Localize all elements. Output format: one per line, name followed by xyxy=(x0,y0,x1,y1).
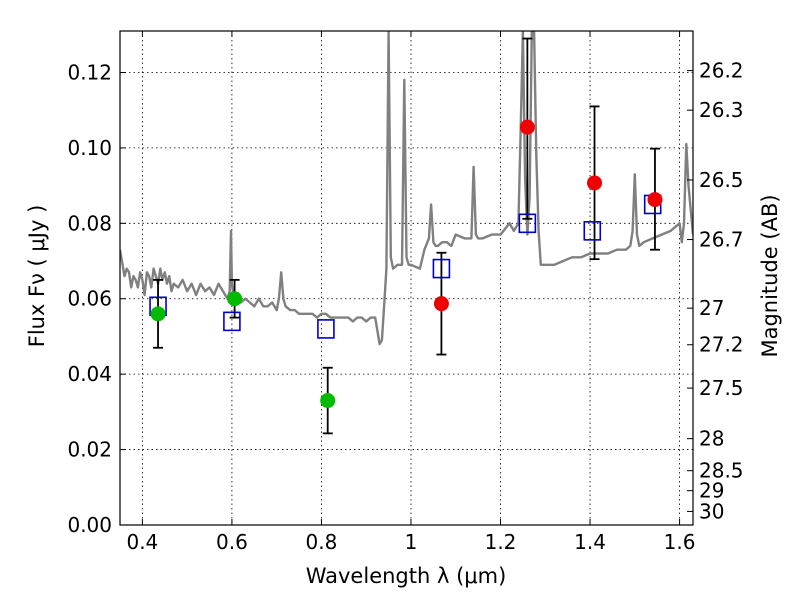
right-tick-label: 26.3 xyxy=(699,98,744,122)
x-tick-label: 0.4 xyxy=(126,530,158,554)
model-photometry-square xyxy=(223,311,241,332)
grid-lines xyxy=(120,31,693,526)
observed-flux-point xyxy=(227,291,243,307)
y-tick-label: 0.12 xyxy=(67,60,112,84)
y-tick-label: 0.02 xyxy=(67,438,112,462)
right-tick-label: 30 xyxy=(699,499,724,523)
observed-flux-point xyxy=(587,175,603,191)
observed-flux-point xyxy=(320,393,336,409)
y-tick-label: 0.00 xyxy=(67,513,112,537)
x-tick-label: 0.6 xyxy=(216,530,248,554)
right-tick-label: 26.5 xyxy=(699,168,744,192)
x-tick-label: 1.4 xyxy=(574,530,606,554)
x-tick-label: 1 xyxy=(405,530,418,554)
right-axis-title: Magnitude (AB) xyxy=(758,194,782,357)
y-axis-title: Flux Fν ( μJy ) xyxy=(25,205,49,348)
plot-frame xyxy=(119,30,694,526)
axis-ticks: 0.4 0.6 0.8 1 1.2 1.4 1.6 0.00 0.02 0.04 0.06 0.08 0… xyxy=(67,31,744,554)
model-photometry-square xyxy=(432,258,451,279)
observed-flux-point xyxy=(150,306,166,322)
y-tick-label: 0.10 xyxy=(67,136,112,160)
observed-flux-point xyxy=(647,192,663,208)
x-tick-label: 1.6 xyxy=(664,530,696,554)
model-photometry-square xyxy=(583,221,602,241)
y-tick-label: 0.04 xyxy=(67,362,112,386)
data-layer xyxy=(120,31,693,435)
observed-flux-point xyxy=(519,119,535,135)
x-axis-title: Wavelength λ (μm) xyxy=(306,564,507,588)
right-tick-label: 27 xyxy=(699,296,724,320)
model-photometry-square xyxy=(518,213,537,234)
model-photometry-square xyxy=(317,319,335,339)
right-tick-label: 28.5 xyxy=(699,459,744,483)
right-tick-label: 29 xyxy=(699,479,724,503)
y-tick-label: 0.08 xyxy=(67,211,112,235)
y-tick-label: 0.06 xyxy=(67,287,112,311)
right-tick-label: 27.2 xyxy=(699,333,744,357)
right-tick-label: 26.2 xyxy=(699,59,744,83)
right-tick-label: 26.7 xyxy=(699,228,744,252)
x-tick-label: 1.2 xyxy=(485,530,517,554)
right-tick-label: 28 xyxy=(699,427,724,451)
right-tick-label: 27.5 xyxy=(699,376,744,400)
x-tick-label: 0.8 xyxy=(306,530,338,554)
observed-flux-point xyxy=(433,296,449,312)
model-spectrum-line xyxy=(120,31,693,346)
